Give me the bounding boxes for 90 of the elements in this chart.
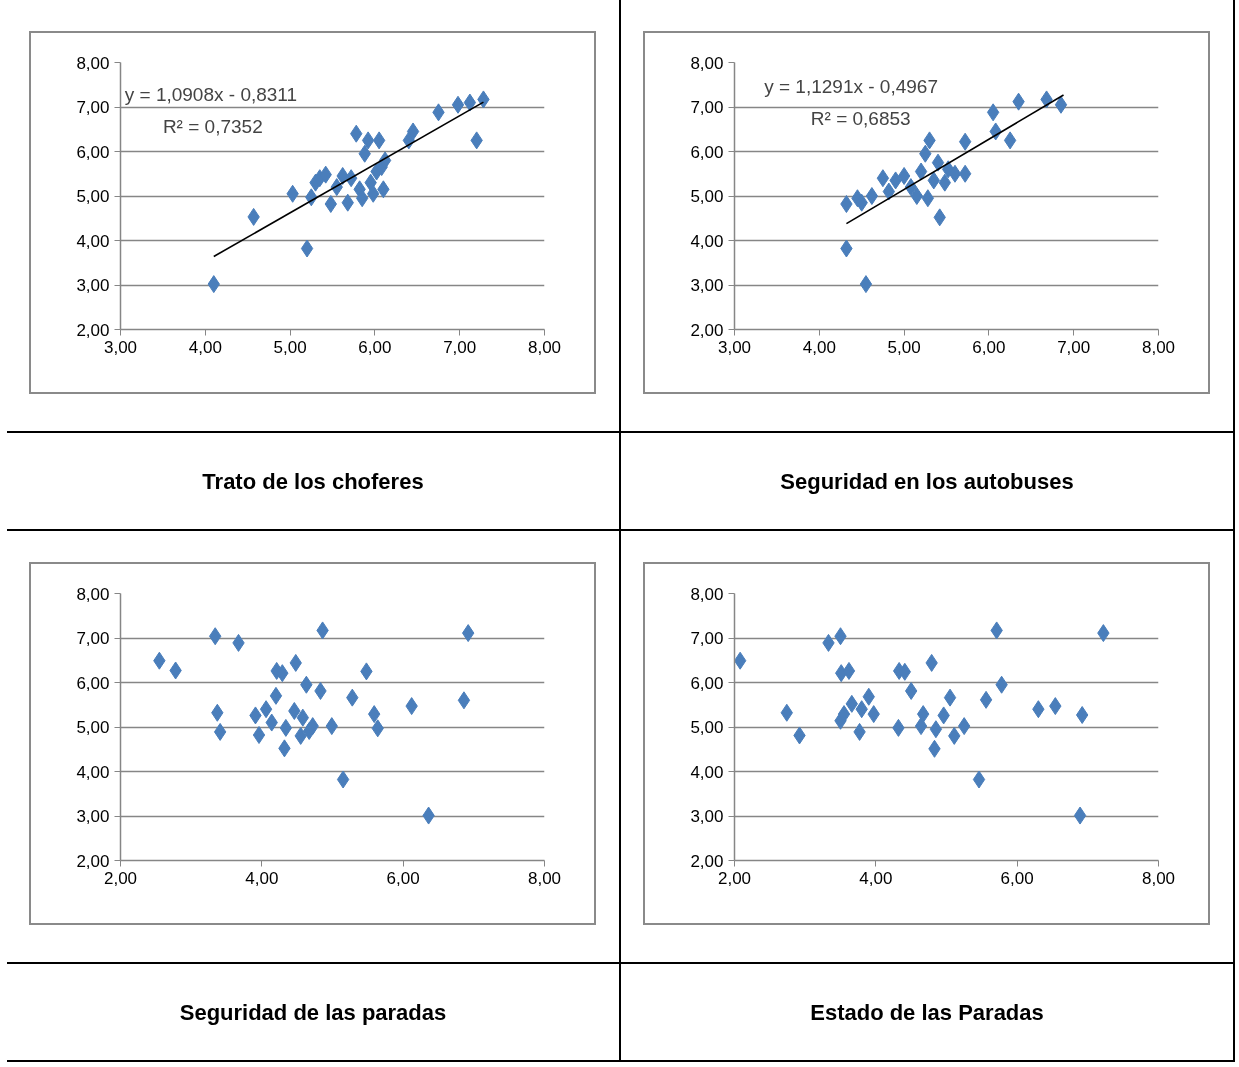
x-tick-label: 6,00 <box>972 337 1006 357</box>
point <box>943 688 957 707</box>
y-tick-label: 2,00 <box>76 320 110 340</box>
x-tick-label: 2,00 <box>103 868 138 888</box>
point <box>929 720 943 739</box>
y-tick-label: 8,00 <box>76 53 110 73</box>
point <box>948 164 962 183</box>
y-tick-label: 3,00 <box>76 807 110 826</box>
point <box>259 700 273 719</box>
point <box>1054 95 1068 114</box>
x-tick-label: 4,00 <box>245 868 279 888</box>
x-tick-label: 8,00 <box>1141 868 1176 888</box>
point <box>910 187 923 205</box>
x-tick-label: 5,00 <box>887 337 921 357</box>
x-tick-label: 4,00 <box>188 337 222 357</box>
x-tick-label: 3,00 <box>103 337 138 357</box>
y-tick-label: 4,00 <box>690 762 724 782</box>
point <box>859 275 873 294</box>
y-tick-label: 8,00 <box>76 584 110 604</box>
point <box>958 164 972 183</box>
point <box>931 153 945 172</box>
point <box>914 717 928 736</box>
x-tick-label: 7,00 <box>443 337 477 357</box>
y-tick-label: 7,00 <box>76 98 110 117</box>
point <box>252 726 266 745</box>
point <box>269 686 283 705</box>
point <box>1073 806 1087 825</box>
annotation: y = 1,0908x - 0,8311 <box>124 84 298 106</box>
y-tick-label: 5,00 <box>76 718 110 737</box>
point <box>1003 131 1017 150</box>
point <box>897 166 911 185</box>
point <box>279 718 293 737</box>
y-tick-label: 3,00 <box>690 276 724 295</box>
x-tick-label: 4,00 <box>859 868 893 888</box>
y-tick-label: 2,00 <box>690 851 724 871</box>
x-tick-label: 8,00 <box>1141 337 1176 357</box>
x-tick-label: 2,00 <box>717 868 752 888</box>
annotation: R² = 0,7352 <box>162 116 263 138</box>
text: Trato de los choferes <box>202 468 424 496</box>
point <box>865 187 879 205</box>
y-tick-label: 3,00 <box>690 807 724 826</box>
y-tick-label: 4,00 <box>76 762 110 782</box>
point <box>986 103 1000 122</box>
y-tick-label: 6,00 <box>76 673 110 693</box>
point <box>972 770 986 789</box>
y-tick-label: 8,00 <box>690 53 724 73</box>
point <box>406 122 420 141</box>
y-tick-label: 4,00 <box>690 231 724 251</box>
point <box>463 93 477 112</box>
y-tick-label: 3,00 <box>76 276 110 295</box>
point <box>372 131 386 150</box>
point <box>213 722 227 741</box>
x-tick-label: 3,00 <box>717 337 752 357</box>
text: Estado de las Paradas <box>810 999 1044 1027</box>
point <box>842 661 856 680</box>
y-tick-label: 4,00 <box>76 231 110 251</box>
y-tick-label: 6,00 <box>690 673 724 693</box>
annotation: R² = 0,6853 <box>810 108 911 130</box>
point <box>451 95 465 114</box>
y-tick-label: 7,00 <box>76 629 110 648</box>
point <box>979 690 993 709</box>
x-tick-label: 7,00 <box>1057 337 1091 357</box>
point <box>457 691 471 710</box>
x-tick-label: 8,00 <box>527 337 562 357</box>
x-tick-label: 5,00 <box>273 337 307 357</box>
text: Seguridad en los autobuses <box>780 468 1074 496</box>
point <box>876 169 890 188</box>
point <box>300 239 314 258</box>
y-tick-label: 5,00 <box>76 187 110 206</box>
point <box>958 132 972 151</box>
point <box>914 162 928 181</box>
y-tick-label: 8,00 <box>690 584 724 604</box>
point <box>361 131 375 150</box>
x-tick-label: 6,00 <box>1000 868 1034 888</box>
y-tick-label: 5,00 <box>690 187 724 206</box>
point <box>336 770 350 789</box>
y-tick-label: 6,00 <box>690 142 724 162</box>
text: Seguridad de las paradas <box>179 999 447 1027</box>
x-tick-label: 8,00 <box>527 868 562 888</box>
x-tick-label: 6,00 <box>358 337 392 357</box>
y-tick-label: 5,00 <box>690 718 724 737</box>
point <box>921 189 935 208</box>
x-tick-label: 4,00 <box>802 337 836 357</box>
y-tick-label: 7,00 <box>690 629 724 648</box>
annotation: y = 1,1291x - 0,4967 <box>764 76 938 98</box>
x-tick-label: 6,00 <box>386 868 420 888</box>
y-tick-label: 7,00 <box>690 98 724 117</box>
y-tick-label: 6,00 <box>76 142 110 162</box>
y-tick-label: 2,00 <box>690 320 724 340</box>
y-tick-label: 2,00 <box>76 851 110 871</box>
